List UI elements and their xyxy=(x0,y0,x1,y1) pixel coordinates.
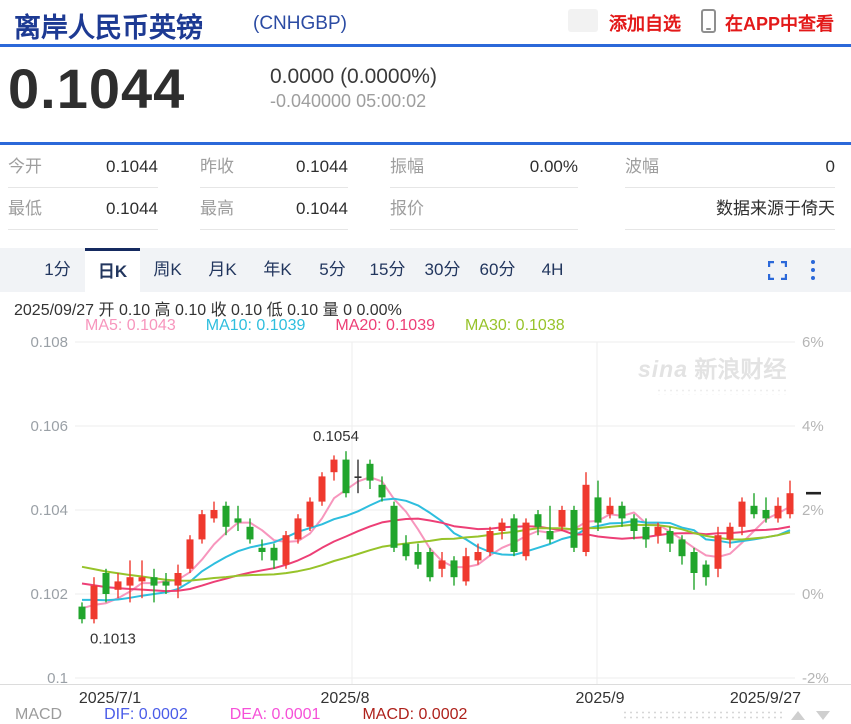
range-slider-dots[interactable] xyxy=(622,710,784,719)
zoom-in-arrow-icon[interactable] xyxy=(791,711,805,720)
stat-label: 今开 xyxy=(8,157,42,176)
tab-15分[interactable]: 15分 xyxy=(369,260,406,279)
x-axis-label: 2025/8 xyxy=(320,690,370,707)
stat-value: 0 xyxy=(825,157,835,176)
last-price: 0.1044 xyxy=(8,57,186,120)
zoom-out-arrow-icon[interactable] xyxy=(816,711,830,720)
period-tab-bar: 1分 日K 周K 月K 年K 5分 15分 30分 60分 4H xyxy=(0,248,851,294)
svg-text:2%: 2% xyxy=(802,502,824,519)
stat-value: 0.00% xyxy=(529,157,578,176)
ma-label: MA20: 0.1039 xyxy=(335,317,435,334)
annotations: 0.1054 0.1013 xyxy=(90,428,821,647)
ma-label: MA30: 0.1038 xyxy=(464,317,565,334)
page-header: 离岸人民币英镑 (CNHGBP) 添加自选 在APP中查看 xyxy=(0,0,851,44)
stat-cell: 最低 0.1044 xyxy=(8,192,158,230)
stat-cell: 今开 0.1044 xyxy=(8,150,158,188)
x-axis-label: 2025/7/1 xyxy=(78,690,142,707)
macd-label: MACD xyxy=(15,706,63,723)
axis-labels: 0.108 6% 0.106 4% 0.104 2% 0.102 0% 0.1 -2% xyxy=(30,334,829,687)
tab-年K[interactable]: 年K xyxy=(263,260,292,279)
tab-5分[interactable]: 5分 xyxy=(319,260,346,279)
x-axis-label: 2025/9/27 xyxy=(729,690,801,707)
macd-label: DIF: 0.0002 xyxy=(104,706,188,723)
star-icon[interactable] xyxy=(568,9,598,32)
view-in-app-button[interactable]: 在APP中查看 xyxy=(725,14,835,34)
ma-legend: MA5: 0.1043 MA10: 0.1039 MA20: 0.1039 MA30:… xyxy=(85,317,565,335)
stat-label: 波幅 xyxy=(625,157,659,176)
stat-cell: 数据来源于倚天 xyxy=(625,192,835,230)
stat-cell: 最高 0.1044 xyxy=(200,192,348,230)
tab-周K[interactable]: 周K xyxy=(153,260,182,279)
stat-value: 数据来源于倚天 xyxy=(716,199,835,218)
tab-30分[interactable]: 30分 xyxy=(424,260,461,279)
svg-text:-2%: -2% xyxy=(802,670,829,687)
gridlines xyxy=(0,341,851,685)
stat-cell: 波幅 0 xyxy=(625,150,835,188)
stat-value: 0.1044 xyxy=(296,199,348,218)
candles-group xyxy=(78,451,794,624)
macd-label: DEA: 0.0001 xyxy=(229,706,321,723)
svg-text:0.1013: 0.1013 xyxy=(90,630,136,647)
price-change: 0.0000 (0.0000%) xyxy=(270,65,437,88)
fullscreen-icon[interactable] xyxy=(768,261,787,280)
chart-area: 0.108 6% 0.106 4% 0.104 2% 0.102 0% 0.1 -2% 0.1054… xyxy=(0,334,851,692)
more-options-icon[interactable] xyxy=(808,260,818,280)
tab-1分[interactable]: 1分 xyxy=(44,260,71,279)
stat-value: 0.1044 xyxy=(106,199,158,218)
tab-月K[interactable]: 月K xyxy=(208,260,237,279)
svg-text:0.1054: 0.1054 xyxy=(313,428,359,445)
add-watchlist-button[interactable]: 添加自选 xyxy=(609,14,681,34)
page-title: 离岸人民币英镑 xyxy=(14,13,203,43)
header-divider xyxy=(0,44,851,47)
stats-divider xyxy=(0,142,851,145)
ma-label: MA5: 0.1043 xyxy=(85,317,176,334)
stat-value: 0.1044 xyxy=(296,157,348,176)
stat-cell: 振幅 0.00% xyxy=(390,150,578,188)
price-change-sub: -0.040000 05:00:02 xyxy=(270,91,427,111)
stat-cell: 昨收 0.1044 xyxy=(200,150,348,188)
ohlc-info-line: 2025/09/27 开 0.10 高 0.10 收 0.10 低 0.10 量… xyxy=(14,302,402,319)
stat-label: 昨收 xyxy=(200,157,234,176)
svg-text:0.102: 0.102 xyxy=(30,586,68,603)
ma-label: MA10: 0.1039 xyxy=(205,317,306,334)
svg-text:0.108: 0.108 xyxy=(30,335,68,351)
svg-text:0%: 0% xyxy=(802,586,824,603)
stat-label: 振幅 xyxy=(390,157,424,176)
svg-text:0.106: 0.106 xyxy=(30,418,68,435)
tab-日K[interactable]: 日K xyxy=(85,248,140,294)
stat-label: 最高 xyxy=(200,199,234,218)
macd-indicator-bar: MACD DIF: 0.0002 DEA: 0.0001 MACD: 0.0002 xyxy=(15,706,467,724)
svg-text:4%: 4% xyxy=(802,418,824,435)
svg-text:6%: 6% xyxy=(802,335,824,351)
svg-text:0.104: 0.104 xyxy=(30,502,68,519)
phone-icon xyxy=(701,9,716,33)
tab-60分[interactable]: 60分 xyxy=(479,260,516,279)
svg-text:0.1: 0.1 xyxy=(47,670,68,687)
stat-label: 最低 xyxy=(8,199,42,218)
macd-label: MACD: 0.0002 xyxy=(362,706,468,723)
candlestick-chart[interactable]: 0.108 6% 0.106 4% 0.104 2% 0.102 0% 0.1 -2% 0.1054… xyxy=(0,334,851,692)
x-axis-label: 2025/9 xyxy=(575,690,625,707)
stat-label: 报价 xyxy=(390,199,424,218)
ticker-symbol: (CNHGBP) xyxy=(253,13,347,34)
tab-4H[interactable]: 4H xyxy=(541,260,564,279)
stat-value: 0.1044 xyxy=(106,157,158,176)
stat-cell: 报价 xyxy=(390,192,578,230)
